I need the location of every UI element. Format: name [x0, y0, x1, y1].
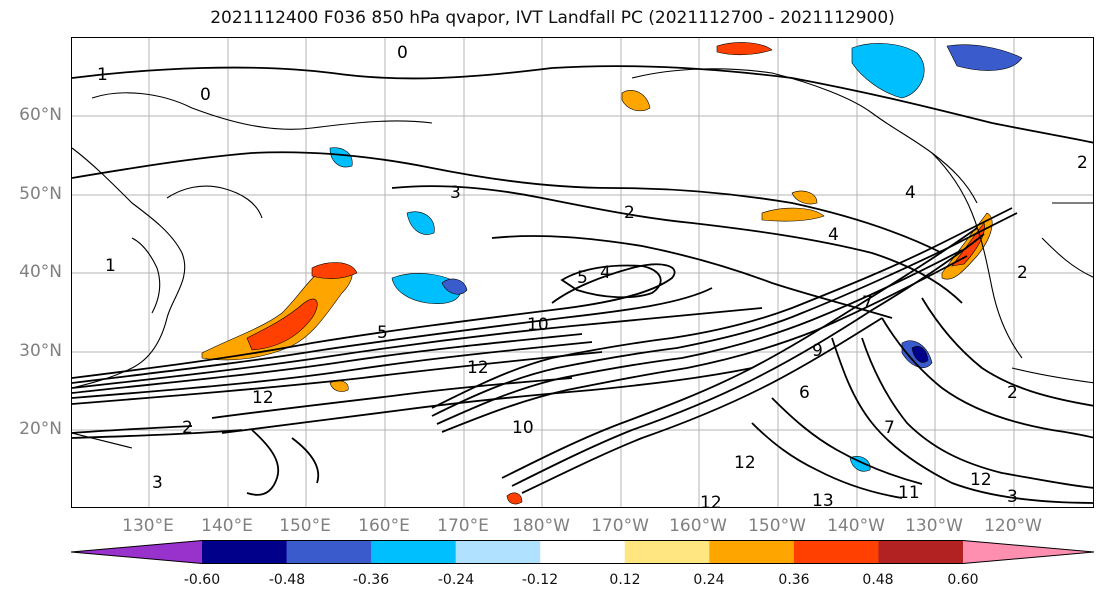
contour-label: 12 [467, 358, 489, 378]
contour-label: 12 [700, 493, 722, 508]
colorbar-tick-label: 0.60 [947, 572, 979, 588]
lat-label: 40°N [19, 262, 62, 282]
lon-label: 140°W [827, 516, 885, 536]
colorbar-tick-label: -0.60 [183, 572, 221, 588]
lon-label: 170°W [591, 516, 649, 536]
lon-label: 120°W [984, 516, 1042, 536]
lon-label: 140°E [201, 516, 253, 536]
contour-label: 4 [828, 225, 839, 245]
colorbar-segment [286, 540, 372, 564]
colorbar-tick-label: -0.12 [521, 572, 559, 588]
qvapor-anomaly-fill [201, 42, 1023, 505]
contour-label: 2 [182, 418, 193, 438]
contour-label: 0 [200, 85, 211, 105]
lon-label: 180°W [512, 516, 570, 536]
contour-label: 10 [512, 418, 534, 438]
lon-label: 160°E [358, 516, 410, 536]
contour-label: 12 [734, 453, 756, 473]
colorbar-segment [963, 540, 1094, 564]
colorbar-segment [878, 540, 964, 564]
contour-label: 5 [577, 268, 588, 288]
colorbar [71, 540, 1094, 564]
colorbar-tick-label: 0.12 [609, 572, 641, 588]
contour-label: 1 [105, 256, 116, 276]
contour-label: 2 [1007, 383, 1018, 403]
colorbar-tick-label: -0.36 [352, 572, 390, 588]
lat-label: 20°N [19, 419, 62, 439]
ivt-contours [72, 65, 1093, 504]
contour-label: 11 [898, 483, 920, 503]
contour-label: 2 [624, 203, 635, 223]
contour-label: 0 [397, 43, 408, 63]
contour-label: 1 [97, 65, 108, 85]
colorbar-tick-label: 0.36 [778, 572, 810, 588]
contour-label: 2 [1017, 263, 1028, 283]
lon-label: 170°E [437, 516, 489, 536]
coastlines [72, 68, 1093, 449]
lon-label: 130°W [905, 516, 963, 536]
colorbar-tick-label: -0.24 [437, 572, 475, 588]
contour-label: 3 [152, 473, 163, 493]
lat-label: 50°N [19, 184, 62, 204]
contour-label: 7 [862, 293, 873, 313]
colorbar-outline [71, 540, 1094, 564]
contour-label: 13 [812, 491, 834, 508]
colorbar-segment [793, 540, 879, 564]
lon-label: 150°E [279, 516, 331, 536]
contour-labels: 1 0 0 3 2 4 5 5 4 10 12 12 10 7 9 6 7 12… [97, 43, 1088, 508]
contour-label: 12 [252, 388, 274, 408]
contour-label: 7 [884, 418, 895, 438]
lon-label: 160°W [669, 516, 727, 536]
colorbar-segment [455, 540, 541, 564]
contour-label: 3 [450, 183, 461, 203]
lon-label: 130°E [122, 516, 174, 536]
colorbar-segment [371, 540, 457, 564]
map-panel[interactable]: 1 0 0 3 2 4 5 5 4 10 12 12 10 7 9 6 7 12… [71, 37, 1094, 508]
contour-label: 5 [377, 323, 388, 343]
colorbar-segment [709, 540, 795, 564]
lat-label: 30°N [19, 341, 62, 361]
colorbar-segment [624, 540, 710, 564]
colorbar-segment [540, 540, 626, 564]
colorbar-segment [202, 540, 288, 564]
contour-label: 2 [1077, 153, 1088, 173]
colorbar-segments [71, 540, 1094, 564]
colorbar-tick-label: 0.24 [693, 572, 725, 588]
lon-label: 150°W [748, 516, 806, 536]
contour-label: 4 [905, 183, 916, 203]
map-title: 2021112400 F036 850 hPa qvapor, IVT Land… [210, 8, 895, 28]
contour-label: 3 [1007, 487, 1018, 507]
map-canvas: 1 0 0 3 2 4 5 5 4 10 12 12 10 7 9 6 7 12… [72, 38, 1093, 508]
contour-label: 4 [600, 263, 611, 283]
lat-label: 60°N [19, 105, 62, 125]
colorbar-tick-label: 0.48 [862, 572, 894, 588]
contour-label: 10 [527, 315, 549, 335]
colorbar-tick-label: -0.48 [268, 572, 306, 588]
contour-label: 6 [799, 383, 810, 403]
contour-label: 9 [812, 341, 823, 361]
colorbar-segment [71, 540, 202, 564]
contour-label: 12 [970, 470, 992, 490]
